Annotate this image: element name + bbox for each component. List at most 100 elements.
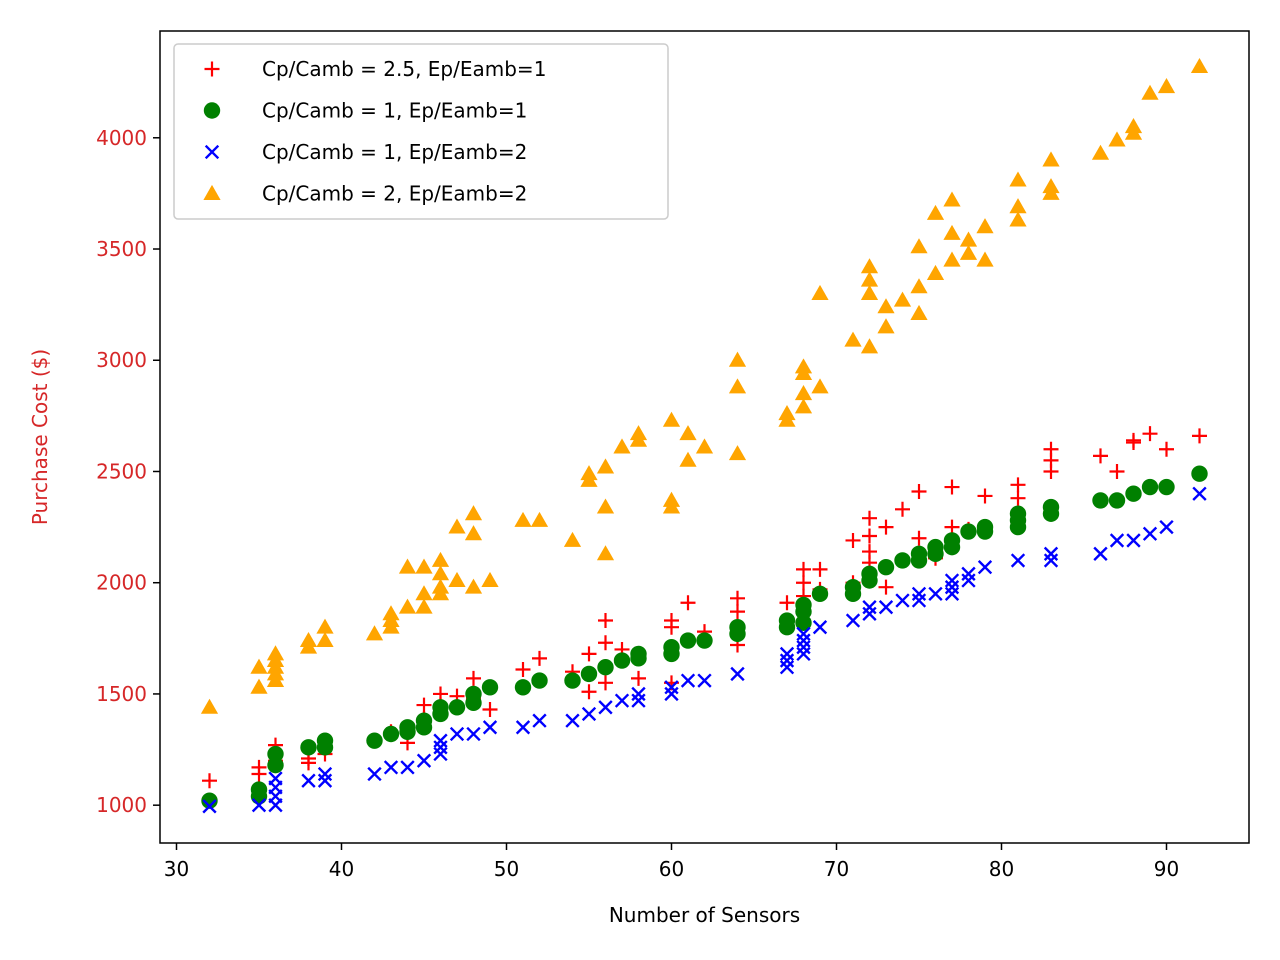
data-point [1159,519,1174,535]
data-point [796,626,811,642]
data-point [598,635,613,651]
data-point [251,766,267,782]
data-point [1142,426,1158,442]
data-point [250,678,268,694]
data-point [1190,57,1209,74]
data-point [944,573,960,588]
legend-label: Cp/Camb = 2.5, Ep/Eamb=1 [262,57,546,81]
data-point [596,498,615,514]
data-point [416,753,432,768]
data-point [680,595,696,611]
data-point [696,632,713,649]
data-point [877,318,895,334]
data-point [432,705,449,723]
data-point [796,646,811,662]
legend-marker [204,61,220,77]
legend: Cp/Camb = 2.5, Ep/Eamb=1 Cp/Camb = 1, Ep/… [173,43,669,220]
data-point [1009,211,1027,227]
data-point [514,679,532,696]
data-point [415,598,433,614]
data-point [1009,518,1027,536]
data-point [845,613,861,628]
data-point [664,686,679,702]
data-point [416,697,432,713]
data-point [878,519,894,535]
data-point [976,523,994,540]
data-point [664,619,679,635]
data-point [597,659,614,676]
data-point [448,518,466,534]
data-point [893,291,912,307]
data-point [465,694,482,712]
data-point [679,425,697,441]
data-point [664,680,679,695]
data-point [794,364,813,381]
data-point [1125,485,1142,502]
data-point [316,618,334,634]
data-point [943,224,961,240]
data-point [431,551,450,567]
data-point [581,684,597,700]
data-point [532,650,547,666]
data-point [200,698,219,714]
data-point [580,665,598,683]
data-point [251,798,267,813]
x-axis-title: Number of Sensors [609,903,800,927]
data-point [779,653,795,668]
data-point [1009,171,1027,187]
data-point [466,726,481,742]
data-point [794,398,813,414]
data-point [662,411,681,427]
data-point [631,693,646,708]
data-point [926,264,945,280]
legend-marker [203,184,221,200]
data-point [1043,546,1059,561]
data-point [860,258,879,274]
data-point [811,284,829,300]
data-point [515,661,531,677]
data-point [730,604,745,620]
data-point [532,713,547,728]
data-point [680,673,696,688]
data-point [1141,84,1159,100]
data-point [596,458,615,474]
data-point [796,640,811,655]
data-point [398,558,417,574]
data-point [960,523,977,540]
data-point [202,799,217,814]
data-point [431,585,450,601]
y-axis: 1000 1500 2000 2500 3000 3500 4000 [96,126,160,817]
data-point [910,304,928,320]
data-point [796,561,811,577]
data-point [1126,533,1141,548]
data-point [844,331,862,347]
data-point [697,673,712,688]
data-point [877,298,895,314]
data-point [433,746,448,762]
legend-label: Cp/Camb = 2, Ep/Eamb=2 [262,182,527,206]
data-point [779,660,795,675]
data-point [895,593,910,608]
data-point [631,670,646,686]
data-point [317,773,333,788]
data-point [794,385,813,401]
data-point [811,585,829,603]
data-point [662,498,681,514]
data-point [268,798,283,813]
data-point [976,218,994,234]
data-point [1042,505,1060,522]
data-point [365,625,384,641]
data-point [1010,553,1026,568]
data-point [961,573,976,588]
data-point [614,693,630,708]
data-point [448,699,466,716]
legend-marker [204,144,220,160]
data-point [878,579,894,595]
data-point [796,633,811,648]
data-point [1042,151,1060,167]
data-point [481,679,499,696]
data-point [862,528,877,544]
data-point [482,720,498,735]
data-point [862,600,877,615]
